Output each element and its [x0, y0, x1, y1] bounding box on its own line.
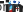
Bar	[11, 4, 13, 8]
Text: 441,693: 441,693	[0, 0, 23, 12]
Text: +26%
vs. 2013: +26% vs. 2013	[0, 0, 23, 12]
Text: 787,541: 787,541	[0, 0, 23, 12]
Text: +99%
vs. 2013: +99% vs. 2013	[0, 0, 23, 12]
Text: 551,184: 551,184	[0, 2, 23, 12]
Legend: Desktop, Smartphone, Tablet: Desktop, Smartphone, Tablet	[0, 7, 23, 12]
Text: 646,324: 646,324	[0, 0, 23, 12]
Text: 878,654: 878,654	[0, 0, 23, 12]
Bar	[15, 3, 17, 8]
Text: 500,173: 500,173	[0, 2, 23, 12]
FancyBboxPatch shape	[17, 9, 19, 10]
Bar	[3, 6, 5, 8]
Text: 160,767: 160,767	[0, 0, 23, 10]
Text: -8%
vs. 2013: -8% vs. 2013	[0, 0, 23, 12]
Bar	[3, 8, 5, 11]
Text: 463,814: 463,814	[0, 3, 23, 12]
Text: 505,591: 505,591	[0, 2, 23, 12]
Bar	[7, 4, 9, 8]
Bar	[15, 8, 17, 11]
Text: Source: comScore Media Metrix Multi-Platform & Mobile Metrix, U.S., Dec 2013 - D: Source: comScore Media Metrix Multi-Plat…	[0, 1, 23, 12]
Bar	[11, 8, 13, 11]
Text: 156,199: 156,199	[0, 0, 23, 10]
Bar	[3, 5, 5, 6]
Text: 123,661: 123,661	[0, 0, 23, 12]
Bar	[7, 8, 9, 11]
Bar	[7, 3, 9, 4]
Text: 197,446: 197,446	[0, 0, 23, 11]
Text: Growth in Digital Media Time Spent in Minutes (MM): Growth in Digital Media Time Spent in Mi…	[0, 0, 23, 12]
Bar	[11, 3, 13, 4]
